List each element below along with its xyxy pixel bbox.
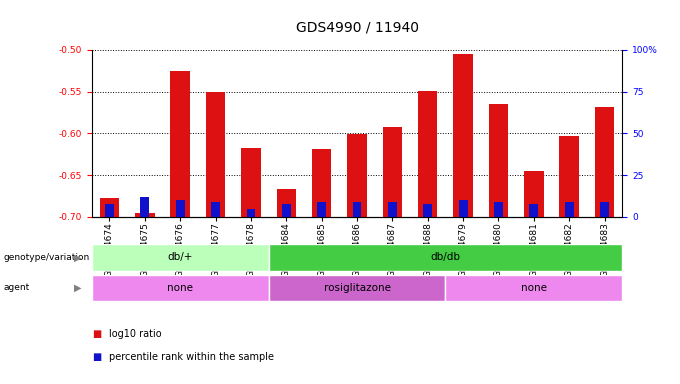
Bar (600, 202, 609, 217)
Text: none: none (167, 283, 193, 293)
Text: none: none (521, 283, 547, 293)
Bar (92, 275, 269, 301)
Bar (353, 202, 362, 217)
Bar (105, 204, 114, 217)
Bar (383, 127, 402, 217)
Bar (459, 200, 468, 217)
Text: rosiglitazone: rosiglitazone (324, 283, 390, 293)
Bar (595, 107, 614, 217)
Bar (445, 275, 622, 301)
Bar (282, 204, 291, 217)
Bar (92, 244, 269, 271)
Text: log10 ratio: log10 ratio (109, 329, 161, 339)
Text: db/db: db/db (430, 252, 460, 262)
Bar (418, 91, 437, 217)
Bar (141, 197, 150, 217)
Bar (135, 213, 154, 217)
Bar (312, 149, 331, 217)
Bar (241, 147, 260, 217)
Bar (269, 275, 445, 301)
Bar (560, 136, 579, 217)
Bar (524, 171, 543, 217)
Text: ■: ■ (92, 329, 101, 339)
Bar (388, 202, 397, 217)
Text: genotype/variation: genotype/variation (3, 253, 90, 262)
Bar (247, 209, 256, 217)
Bar (317, 202, 326, 217)
Text: percentile rank within the sample: percentile rank within the sample (109, 352, 274, 362)
Bar (269, 244, 622, 271)
Bar (211, 202, 220, 217)
Bar (176, 200, 185, 217)
Bar (489, 104, 508, 217)
Bar (494, 202, 503, 217)
Text: GDS4990 / 11940: GDS4990 / 11940 (296, 21, 418, 35)
Text: agent: agent (3, 283, 30, 293)
Text: db/+: db/+ (167, 252, 193, 262)
Text: ■: ■ (92, 352, 101, 362)
Bar (171, 71, 190, 217)
Text: ▶: ▶ (74, 252, 82, 262)
Bar (206, 92, 225, 217)
Bar (347, 134, 367, 217)
Bar (565, 202, 574, 217)
Bar (423, 204, 432, 217)
Bar (530, 204, 539, 217)
Bar (454, 54, 473, 217)
Bar (277, 189, 296, 217)
Bar (100, 198, 119, 217)
Text: ▶: ▶ (74, 283, 82, 293)
